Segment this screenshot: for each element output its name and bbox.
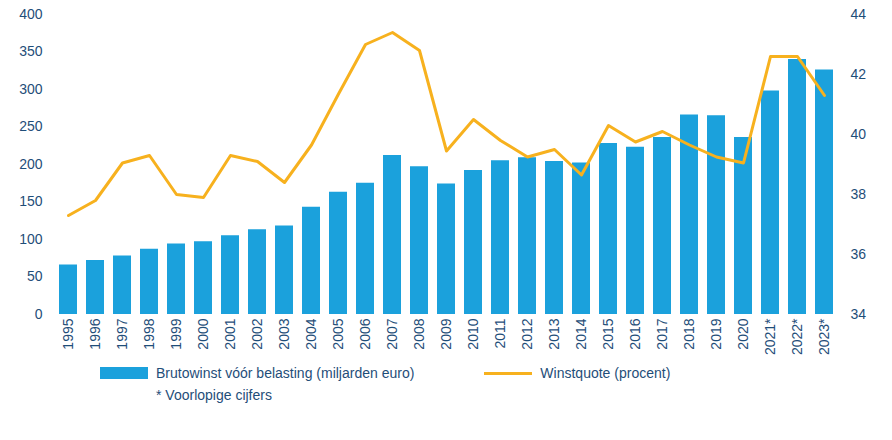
svg-text:2023*: 2023* [816,318,832,355]
svg-text:2011: 2011 [492,318,508,348]
svg-text:100: 100 [19,231,43,247]
svg-text:150: 150 [19,193,43,209]
svg-text:2007: 2007 [384,318,400,349]
svg-text:50: 50 [27,268,43,284]
svg-text:42: 42 [851,66,867,82]
svg-text:2019: 2019 [708,318,724,349]
svg-text:2010: 2010 [465,318,481,349]
svg-text:2002: 2002 [249,318,265,349]
svg-text:2005: 2005 [330,318,346,349]
svg-text:38: 38 [851,186,867,202]
svg-text:34: 34 [851,306,867,322]
svg-text:350: 350 [19,43,43,59]
svg-text:400: 400 [19,6,43,22]
svg-text:2004: 2004 [303,318,319,349]
svg-text:1998: 1998 [141,318,157,349]
svg-text:2016: 2016 [627,318,643,349]
svg-text:1995: 1995 [60,318,76,349]
html-text:Winstquote (procent): Winstquote (procent) [540,365,671,381]
svg-text:36: 36 [851,246,867,262]
svg-text:200: 200 [19,156,43,172]
svg-text:2014: 2014 [573,318,589,349]
svg-text:2018: 2018 [681,318,697,349]
svg-text:2003: 2003 [276,318,292,349]
svg-text:2020: 2020 [735,318,751,349]
html-text:* Voorlopige cijfers: * Voorlopige cijfers [156,387,272,403]
svg-text:2013: 2013 [546,318,562,349]
svg-text:2000: 2000 [195,318,211,349]
html-text:Brutowinst vóór belasting (mil: Brutowinst vóór belasting (miljarden eur… [156,365,415,381]
svg-text:2017: 2017 [654,318,670,349]
svg-text:2012: 2012 [519,318,535,349]
svg-text:40: 40 [851,126,867,142]
svg-text:2015: 2015 [600,318,616,349]
svg-text:2008: 2008 [411,318,427,349]
svg-text:2001: 2001 [222,318,238,349]
svg-text:2022*: 2022* [789,318,805,355]
svg-text:44: 44 [851,6,867,22]
svg-text:0: 0 [35,306,43,322]
svg-text:2009: 2009 [438,318,454,349]
svg-text:1999: 1999 [168,318,184,349]
svg-text:250: 250 [19,118,43,134]
svg-text:2021*: 2021* [762,318,778,355]
svg-text:1996: 1996 [87,318,103,349]
svg-text:1997: 1997 [114,318,130,349]
svg-text:2006: 2006 [357,318,373,349]
svg-text:300: 300 [19,81,43,97]
